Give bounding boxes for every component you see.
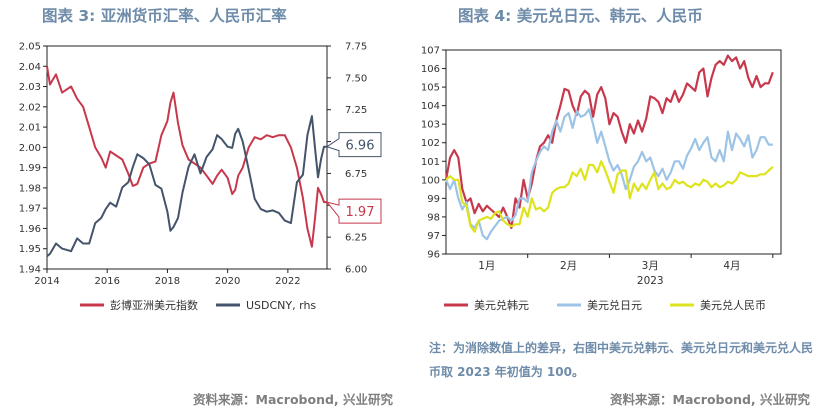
x-axis: 2014 2016 2018 2020 2022 [34,269,301,287]
right-chart-y-axis: 107 106 105 104 103 102 101 100 99 98 97 96 [421,46,446,261]
series-line-asia-dollar-index [46,66,327,248]
x-tick-label: 2014 [34,276,59,287]
y-tick-label: 104 [421,101,440,112]
series-line-usdjpy [444,108,773,241]
y-left-tick-label: 2.01 [19,123,41,134]
y-right-tick-label: 7.75 [345,42,367,53]
y-left-tick-label: 2.00 [19,143,41,154]
y-left-tick-label: 2.02 [19,102,41,113]
right-chart: 107 106 105 104 103 102 101 100 99 98 97 96 1月 2月 3月 4… [421,46,782,312]
left-plot-frame [46,45,328,270]
left-source: 资料来源：Macrobond, 兴业研究 [193,392,394,407]
y-left-tick-label: 2.03 [19,82,41,93]
y-right-tick-label: 7.50 [345,73,367,84]
left-legend: 彭博亚洲美元指数 USDCNY, rhs [80,298,316,312]
right-chart-x-axis: 1月 2月 3月 4月 2023 [478,254,774,287]
right-plot-frame [445,49,782,255]
x-tick-label: 2018 [155,276,180,287]
x-tick-label: 2016 [94,276,119,287]
x-tick-label: 3月 [642,260,659,272]
chart-note: 注：为消除数值上的差异，右图中美元兑韩元、美元兑日元和美元兑人民币取 2023 … [429,341,814,379]
right-y-axis: 6.006.256.506.757.007.257.507.75 [327,42,367,276]
series-line-usdcny [46,115,327,258]
y-left-tick-label: 1.95 [19,244,41,255]
y-left-tick-label: 1.98 [19,183,41,194]
y-left-tick-label: 2.05 [19,42,41,53]
end-label-value: 6.96 [346,139,375,154]
y-tick-label: 97 [427,231,440,242]
legend-label: 彭博亚洲美元指数 [110,298,198,312]
y-tick-label: 99 [427,194,440,205]
y-tick-label: 106 [421,64,440,75]
legend-label: 美元兑韩元 [474,298,529,312]
legend-label: USDCNY, rhs [246,299,316,312]
legend-label: 美元兑人民币 [700,298,766,312]
legend-label: 美元兑日元 [587,298,642,312]
y-right-tick-label: 7.25 [345,105,367,116]
left-chart-series [46,66,327,258]
end-label-box [325,132,382,158]
y-tick-label: 98 [427,212,440,223]
x-tick-label: 2020 [215,276,240,287]
y-tick-label: 103 [421,120,440,131]
y-tick-label: 105 [421,83,440,94]
end-label-value: 1.97 [346,205,375,220]
right-chart-series [444,54,774,241]
plot-border [445,49,782,255]
left-y-axis: 2.05 2.04 2.03 2.02 2.01 2.00 1.99 1.98 1.97 1.96… [19,42,47,276]
y-right-tick-label: 6.25 [345,233,367,244]
y-left-tick-label: 1.94 [19,265,41,276]
y-left-tick-label: 1.99 [19,163,41,174]
y-tick-label: 96 [427,250,440,261]
y-tick-label: 100 [421,175,440,186]
series-line-usdcny [445,160,774,233]
x-tick-label: 4月 [723,260,740,272]
right-chart-title: 图表 4: 美元兑日元、韩元、人民币 [458,7,703,25]
y-left-tick-label: 2.04 [19,62,41,73]
left-chart: 2.05 2.04 2.03 2.02 2.01 2.00 1.99 1.98 1.97 1.96… [19,42,382,312]
x-tick-label: 2月 [560,260,577,272]
end-value-labels: 6.96 1.97 [325,132,382,224]
y-tick-label: 101 [421,157,440,168]
end-label-box [325,198,382,224]
x-year-label: 2023 [637,275,664,287]
y-right-tick-label: 6.00 [345,265,367,276]
y-left-tick-label: 1.97 [19,204,41,215]
left-chart-title: 图表 3: 亚洲货币汇率、人民币汇率 [42,7,287,25]
right-legend: 美元兑韩元 美元兑日元 美元兑人民币 [444,298,766,312]
y-right-tick-label: 6.75 [345,169,367,180]
series-line-usdkrw [444,54,774,230]
right-source: 资料来源：Macrobond, 兴业研究 [610,392,811,407]
y-tick-label: 102 [421,138,440,149]
x-tick-label: 1月 [478,260,495,272]
x-tick-label: 2022 [275,276,300,287]
plot-border [46,45,328,270]
y-left-tick-label: 1.96 [19,224,41,235]
y-tick-label: 107 [421,46,440,57]
